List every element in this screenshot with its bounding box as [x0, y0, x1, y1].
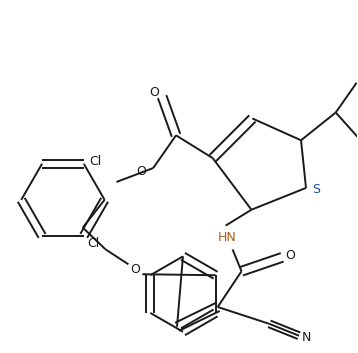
Text: S: S — [312, 184, 320, 196]
Text: N: N — [301, 331, 311, 344]
Text: O: O — [136, 164, 146, 178]
Text: HN: HN — [218, 231, 237, 244]
Text: Cl: Cl — [88, 237, 100, 250]
Text: O: O — [285, 249, 295, 262]
Text: Cl: Cl — [90, 155, 102, 168]
Text: O: O — [130, 263, 140, 276]
Text: O: O — [149, 86, 159, 99]
